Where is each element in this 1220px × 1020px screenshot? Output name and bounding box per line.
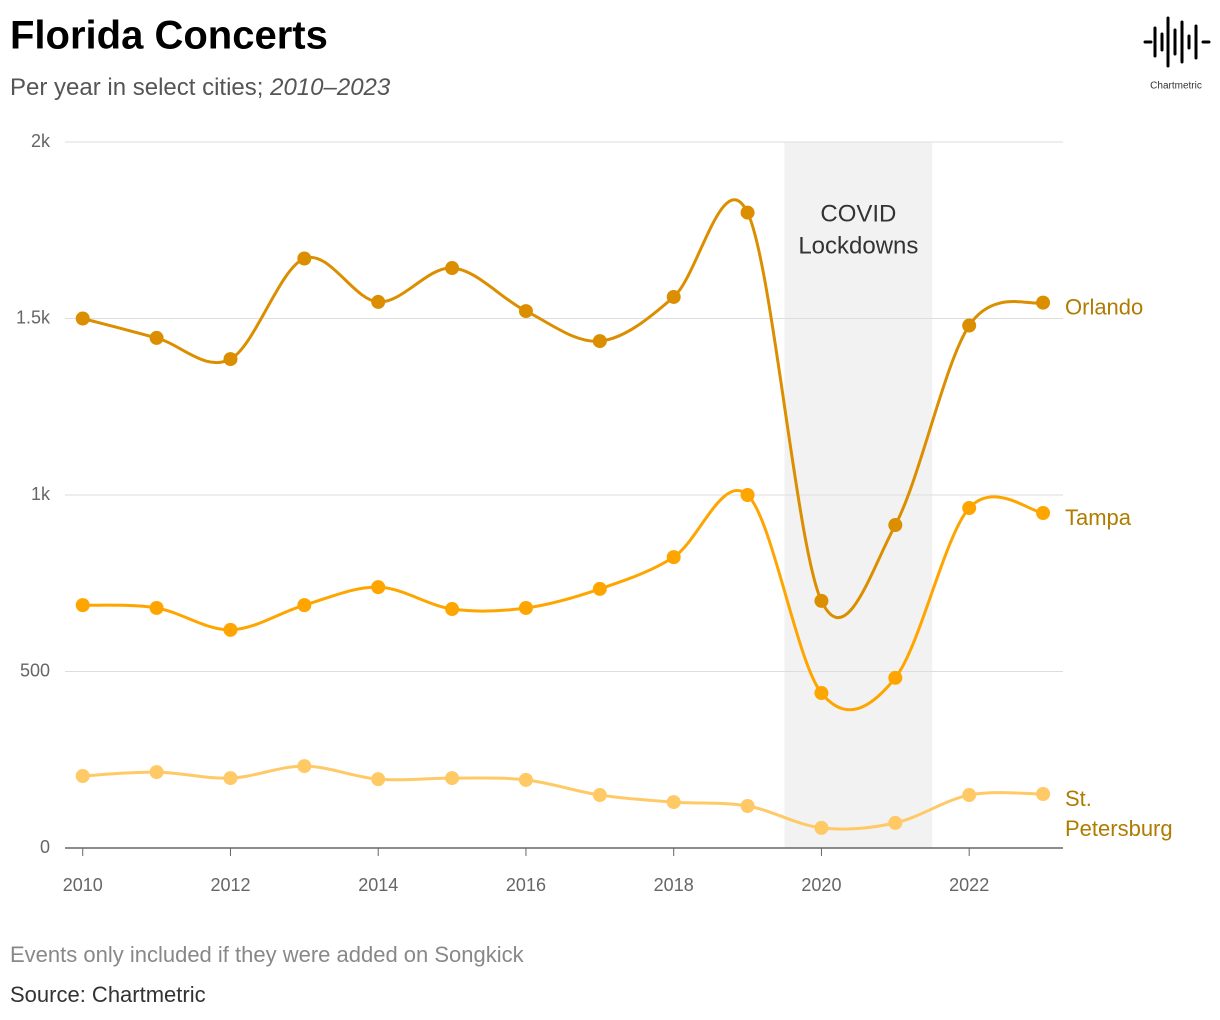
data-point [149,765,164,780]
x-tick-label: 2010 [63,875,103,895]
source: Source: Chartmetric [10,982,206,1007]
series-label: Orlando [1065,294,1143,319]
data-point [75,598,90,613]
data-point [962,788,977,803]
data-point [740,488,755,502]
data-point [297,598,312,613]
data-point [740,205,755,220]
data-point [445,261,460,276]
data-point [445,602,460,617]
data-point [814,686,829,701]
data-point [888,815,903,830]
data-point [223,352,238,367]
data-point [445,771,460,786]
data-point [666,795,681,810]
data-point [1036,295,1051,310]
annotation-text: Lockdowns [798,232,918,259]
data-point [371,580,386,595]
x-tick-label: 2014 [358,875,398,895]
data-point [518,772,533,787]
x-tick-label: 2020 [801,875,841,895]
data-point [1036,506,1051,521]
data-point [666,550,681,565]
chart-title: Florida Concerts [10,14,328,58]
annotation-text: COVID [820,200,896,227]
y-tick-label: 0 [40,837,50,857]
x-tick-label: 2018 [654,875,694,895]
footnote: Events only included if they were added … [10,942,525,967]
x-tick-label: 2022 [949,875,989,895]
data-point [149,330,164,345]
logo-text: Chartmetric [1150,81,1202,92]
data-point [371,294,386,309]
data-point [223,622,238,637]
y-tick-label: 1.5k [16,307,51,327]
data-point [592,788,607,803]
data-point [518,304,533,319]
y-tick-label: 1k [31,484,51,504]
data-point [888,518,903,533]
x-tick-label: 2012 [210,875,250,895]
x-tick-label: 2016 [506,875,546,895]
series-label: Tampa [1065,505,1132,530]
data-point [666,289,681,304]
subtitle-period: 2010–2023 [269,74,391,101]
data-point [592,581,607,596]
data-point [518,600,533,615]
subtitle-text: Per year in select cities; [10,74,263,101]
data-point [814,820,829,835]
data-point [297,251,312,266]
data-point [75,768,90,783]
data-point [814,593,829,608]
y-tick-label: 2k [31,131,51,151]
series-label-line: Petersburg [1065,816,1173,841]
data-point [297,759,312,774]
logo-icon [1143,16,1211,68]
data-point [371,772,386,787]
data-point [962,501,977,516]
data-point [888,670,903,685]
data-point [740,798,755,813]
chart-subtitle: Per year in select cities; 2010–2023 [10,74,391,101]
series-label: St. Petersburg [1065,786,1173,841]
data-point [75,311,90,326]
data-point [149,600,164,615]
data-point [1036,786,1051,801]
y-tick-label: 500 [20,660,50,680]
data-point [223,771,238,786]
series-label-line: St. [1065,786,1092,811]
data-point [592,334,607,349]
data-point [962,318,977,333]
